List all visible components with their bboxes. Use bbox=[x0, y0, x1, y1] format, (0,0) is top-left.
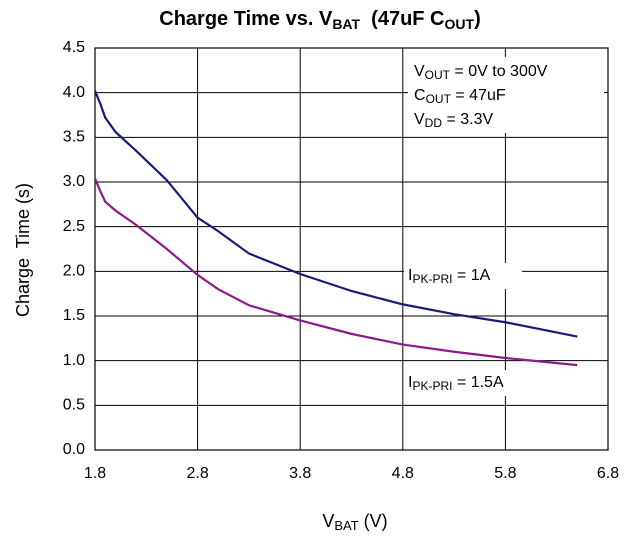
x-tick-label: 6.8 bbox=[597, 465, 619, 482]
y-tick-label: 1.5 bbox=[63, 307, 85, 324]
x-label-part: (V) bbox=[359, 511, 388, 531]
x-tick-label: 5.8 bbox=[494, 465, 516, 482]
title-sub: BAT bbox=[332, 16, 360, 32]
label-part: = 47uF bbox=[451, 87, 506, 104]
y-tick-label: 0.5 bbox=[63, 397, 85, 414]
series-line bbox=[93, 178, 578, 367]
title-part: (47uF C bbox=[360, 8, 444, 30]
label-part: = 3.3V bbox=[442, 111, 493, 128]
label-sub: PK-PRI bbox=[412, 272, 452, 286]
label-sub: OUT bbox=[426, 92, 452, 106]
x-label-part: V bbox=[322, 511, 334, 531]
y-tick-label: 2.0 bbox=[63, 263, 85, 280]
x-tick-label: 2.8 bbox=[186, 465, 208, 482]
legend-box bbox=[404, 263, 522, 289]
x-axis-label: VBAT (V) bbox=[322, 511, 387, 534]
y-tick-label: 3.0 bbox=[63, 173, 85, 190]
label-part: = 1.5A bbox=[452, 374, 503, 391]
y-tick-label: 2.5 bbox=[63, 218, 85, 235]
plot-border bbox=[94, 47, 609, 451]
label: VDD = 3.3V bbox=[414, 111, 493, 130]
label-part: = 1A bbox=[452, 267, 490, 284]
annotation-box bbox=[408, 57, 604, 133]
label: VOUT = 0V to 300V bbox=[414, 63, 548, 82]
label: IPK-PRI = 1A bbox=[408, 267, 491, 286]
label-part: I bbox=[408, 267, 412, 284]
y-axis-label: Charge Time (s) bbox=[13, 183, 33, 317]
label: IPK-PRI = 1.5A bbox=[408, 374, 504, 393]
chart-title: Charge Time vs. VBAT (47uF COUT) bbox=[159, 8, 480, 31]
y-tick-label: 0.0 bbox=[63, 441, 85, 458]
y-tick-label: 4.0 bbox=[63, 84, 85, 101]
label-part: V bbox=[414, 63, 425, 80]
title-part: Charge Time vs. V bbox=[159, 8, 333, 30]
label-part: V bbox=[414, 111, 425, 128]
x-tick-label: 1.8 bbox=[84, 465, 106, 482]
x-tick-label: 3.8 bbox=[289, 465, 311, 482]
y-tick-label: 3.5 bbox=[63, 129, 85, 146]
label: COUT = 47uF bbox=[414, 87, 506, 106]
label-sub: PK-PRI bbox=[412, 379, 452, 393]
x-label-sub: BAT bbox=[334, 518, 358, 533]
label-sub: DD bbox=[425, 116, 443, 130]
series-line bbox=[93, 90, 578, 338]
y-tick-label: 1.0 bbox=[63, 352, 85, 369]
label-sub: OUT bbox=[425, 68, 451, 82]
label-part: I bbox=[408, 374, 412, 391]
y-tick-label: 4.5 bbox=[63, 39, 85, 56]
title-sub: OUT bbox=[445, 16, 475, 32]
x-tick-label: 4.8 bbox=[392, 465, 414, 482]
label-part: C bbox=[414, 87, 426, 104]
title-part: ) bbox=[474, 8, 481, 30]
legend-box bbox=[404, 370, 532, 396]
label-part: = 0V to 300V bbox=[450, 63, 548, 80]
